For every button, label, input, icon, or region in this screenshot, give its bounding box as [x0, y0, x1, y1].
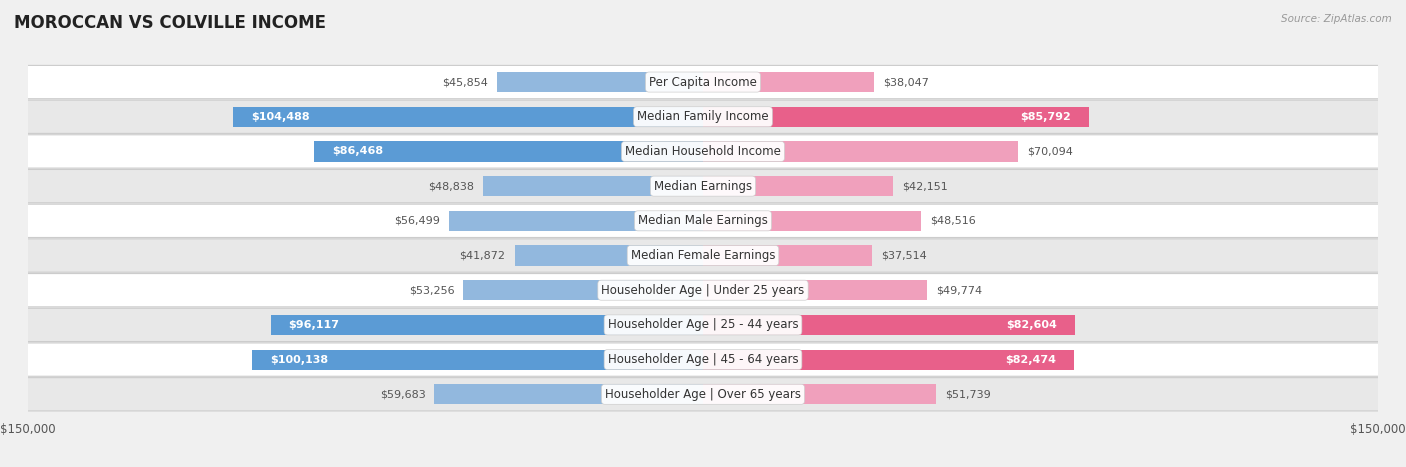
Bar	[515, 246, 703, 266]
Text: Median Household Income: Median Household Income	[626, 145, 780, 158]
Text: Householder Age | Over 65 years: Householder Age | Over 65 years	[605, 388, 801, 401]
Text: $48,516: $48,516	[931, 216, 976, 226]
Text: $42,151: $42,151	[901, 181, 948, 191]
Bar	[484, 176, 703, 196]
Bar	[703, 315, 1074, 335]
Bar	[703, 106, 1090, 127]
Bar	[703, 211, 921, 231]
Text: $49,774: $49,774	[936, 285, 981, 295]
Bar	[496, 72, 703, 92]
Bar	[434, 384, 703, 404]
FancyBboxPatch shape	[14, 239, 1392, 272]
Bar	[703, 349, 1074, 370]
Bar	[703, 246, 872, 266]
Text: $86,468: $86,468	[332, 147, 382, 156]
Text: Householder Age | 45 - 64 years: Householder Age | 45 - 64 years	[607, 353, 799, 366]
FancyBboxPatch shape	[14, 204, 1392, 238]
Text: $48,838: $48,838	[429, 181, 474, 191]
Text: $37,514: $37,514	[880, 250, 927, 261]
Text: Median Female Earnings: Median Female Earnings	[631, 249, 775, 262]
Text: $82,604: $82,604	[1005, 320, 1057, 330]
FancyBboxPatch shape	[14, 170, 1392, 203]
Bar	[314, 142, 703, 162]
Text: $85,792: $85,792	[1021, 112, 1071, 122]
FancyBboxPatch shape	[14, 274, 1392, 307]
Text: Source: ZipAtlas.com: Source: ZipAtlas.com	[1281, 14, 1392, 24]
Text: $45,854: $45,854	[441, 77, 488, 87]
Text: Median Earnings: Median Earnings	[654, 180, 752, 192]
Bar	[703, 176, 893, 196]
Text: $104,488: $104,488	[250, 112, 309, 122]
FancyBboxPatch shape	[14, 65, 1392, 99]
FancyBboxPatch shape	[14, 100, 1392, 134]
FancyBboxPatch shape	[14, 308, 1392, 341]
Text: $41,872: $41,872	[460, 250, 506, 261]
Text: $56,499: $56,499	[394, 216, 440, 226]
Text: $38,047: $38,047	[883, 77, 929, 87]
Bar	[464, 280, 703, 300]
Text: $51,739: $51,739	[945, 389, 991, 399]
Text: Householder Age | 25 - 44 years: Householder Age | 25 - 44 years	[607, 318, 799, 332]
Text: $96,117: $96,117	[288, 320, 339, 330]
Bar	[233, 106, 703, 127]
Bar	[449, 211, 703, 231]
Text: $70,094: $70,094	[1028, 147, 1073, 156]
FancyBboxPatch shape	[14, 378, 1392, 411]
Text: $100,138: $100,138	[270, 354, 329, 365]
FancyBboxPatch shape	[14, 135, 1392, 168]
Text: $82,474: $82,474	[1005, 354, 1056, 365]
Bar	[703, 72, 875, 92]
Text: Per Capita Income: Per Capita Income	[650, 76, 756, 89]
FancyBboxPatch shape	[14, 343, 1392, 376]
Bar	[703, 384, 936, 404]
Text: $59,683: $59,683	[380, 389, 426, 399]
Bar	[703, 280, 927, 300]
Text: Householder Age | Under 25 years: Householder Age | Under 25 years	[602, 284, 804, 297]
Text: Median Family Income: Median Family Income	[637, 110, 769, 123]
Bar	[270, 315, 703, 335]
Text: $53,256: $53,256	[409, 285, 454, 295]
Bar	[703, 142, 1018, 162]
Bar	[253, 349, 703, 370]
Text: MOROCCAN VS COLVILLE INCOME: MOROCCAN VS COLVILLE INCOME	[14, 14, 326, 32]
Text: Median Male Earnings: Median Male Earnings	[638, 214, 768, 227]
